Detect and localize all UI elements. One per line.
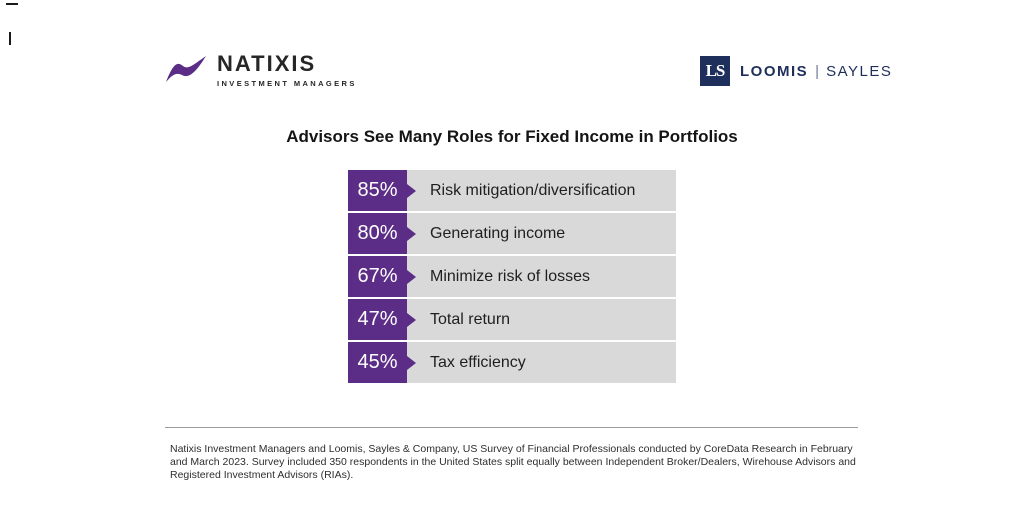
chart-title: Advisors See Many Roles for Fixed Income… — [286, 127, 738, 146]
value-box: 80% — [348, 213, 407, 254]
loomis-word: LOOMIS — [740, 62, 809, 80]
category-bar: Tax efficiency — [407, 342, 676, 383]
crop-mark-left — [9, 32, 11, 45]
chart-area: 85% Risk mitigation/diversification 80% … — [348, 170, 676, 385]
footer-divider — [165, 427, 858, 428]
category-bar: Generating income — [407, 213, 676, 254]
value-box: 67% — [348, 256, 407, 297]
crop-mark-top — [6, 3, 18, 5]
chart-row: 80% Generating income — [348, 213, 676, 254]
value-box: 47% — [348, 299, 407, 340]
category-label: Total return — [430, 310, 511, 328]
value-box: 85% — [348, 170, 407, 211]
loomis-divider: | — [815, 62, 820, 80]
chart-row: 67% Minimize risk of losses — [348, 256, 676, 297]
category-label: Tax efficiency — [430, 353, 526, 371]
category-label: Generating income — [430, 224, 566, 242]
chart-row: 45% Tax efficiency — [348, 342, 676, 383]
natixis-swoosh-icon — [166, 56, 206, 82]
loomis-monogram-icon: LS — [700, 56, 730, 86]
natixis-logo: NATIXIS INVESTMENT MANAGERS — [163, 51, 357, 89]
category-label: Risk mitigation/diversification — [430, 181, 636, 199]
chart-row: 47% Total return — [348, 299, 676, 340]
natixis-subtitle: INVESTMENT MANAGERS — [217, 79, 357, 89]
value-box: 45% — [348, 342, 407, 383]
category-label: Minimize risk of losses — [430, 267, 591, 285]
sayles-word: SAYLES — [826, 62, 893, 80]
category-bar: Total return — [407, 299, 676, 340]
source-footnote: Natixis Investment Managers and Loomis, … — [170, 443, 856, 482]
chart-row: 85% Risk mitigation/diversification — [348, 170, 676, 211]
category-bar: Risk mitigation/diversification — [407, 170, 676, 211]
category-bar: Minimize risk of losses — [407, 256, 676, 297]
natixis-wordmark: NATIXIS — [217, 51, 317, 76]
loomis-sayles-logo: LS LOOMIS | SAYLES — [700, 56, 892, 86]
